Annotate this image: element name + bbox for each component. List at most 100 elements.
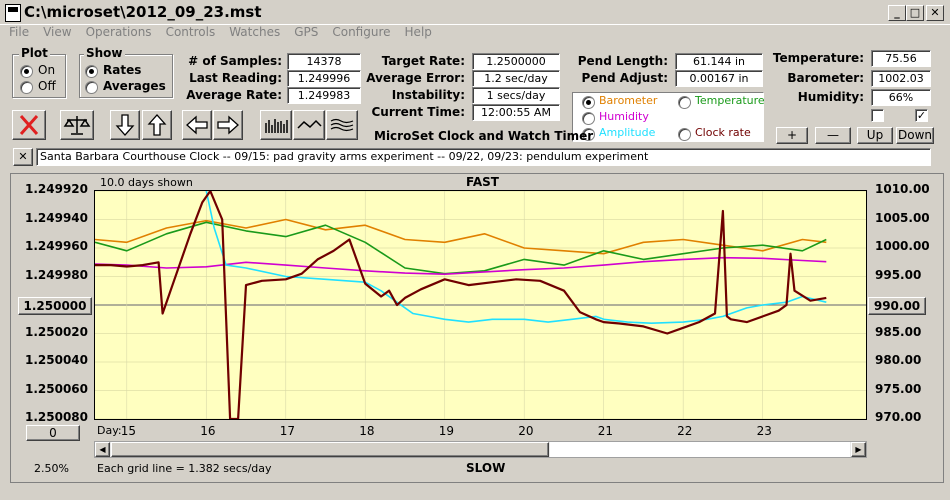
humidity-radio[interactable]: [582, 112, 595, 125]
y-tick-label: 1.249960: [24, 239, 88, 253]
scroll-track[interactable]: [550, 442, 850, 457]
menu-view[interactable]: View: [43, 25, 72, 39]
instability-value: 1 secs/day: [472, 87, 560, 104]
bar-view-button[interactable]: [260, 110, 292, 140]
chart-frame: [10, 173, 944, 483]
line-view-button[interactable]: [293, 110, 325, 140]
x-tick-label: 18: [359, 424, 375, 438]
right-arrow-button[interactable]: [213, 110, 243, 140]
up-button[interactable]: Up: [857, 127, 893, 144]
menu-help[interactable]: Help: [404, 25, 432, 39]
minimize-button[interactable]: _: [888, 5, 906, 21]
show-rates-label: Rates: [103, 63, 142, 77]
days-shown-label: 10.0 days shown: [100, 176, 193, 189]
clockrate-radio[interactable]: [678, 128, 691, 141]
x-icon: [19, 115, 39, 135]
window-title: C:\microset\2012_09_23.mst: [24, 3, 262, 21]
y-tick-label: 1.250040: [24, 353, 88, 367]
barometer-radio[interactable]: [582, 96, 595, 109]
amplitude-radio[interactable]: [582, 128, 595, 141]
description-input[interactable]: Santa Barbara Courthouse Clock -- 09/15:…: [36, 148, 931, 166]
scroll-left-icon[interactable]: ◀: [95, 442, 110, 457]
show-averages-radio[interactable]: [85, 81, 98, 94]
menu-operations[interactable]: Operations: [85, 25, 152, 39]
plot-on-label: On: [38, 63, 56, 77]
plot-on-radio[interactable]: [20, 65, 33, 78]
x-tick-label: 19: [438, 424, 454, 438]
maximize-button[interactable]: □: [906, 5, 924, 21]
app-title: MicroSet Clock and Watch Timer: [374, 129, 594, 143]
plot-off-radio[interactable]: [20, 81, 33, 94]
last-reading-value: 1.249996: [287, 70, 361, 87]
scroll-thumb[interactable]: [111, 442, 549, 457]
up-arrow-button[interactable]: [142, 110, 172, 140]
pend-length-label: Pend Length:: [577, 54, 668, 68]
offset-button[interactable]: 0: [26, 425, 80, 441]
plot-off-label: Off: [38, 79, 56, 93]
temperature-option-label: Temperature: [695, 94, 765, 107]
menu-controls[interactable]: Controls: [165, 25, 216, 39]
y-right-tick-label: 985.00: [875, 324, 922, 339]
temperature-label: Temperature:: [772, 51, 864, 65]
barometer-option-label: Barometer: [599, 94, 658, 107]
scale-icon: [63, 116, 91, 135]
close-description-button[interactable]: ✕: [13, 148, 33, 166]
x-tick-label: 22: [677, 424, 693, 438]
center-value-button[interactable]: 1.250000: [18, 297, 92, 315]
temperature-radio[interactable]: [678, 96, 691, 109]
title-bar: C:\microset\2012_09_23.mst _ □ ✕: [0, 0, 950, 25]
show-rates-radio[interactable]: [85, 65, 98, 78]
x-tick-label: 23: [756, 424, 772, 438]
target-rate-input[interactable]: 1.2500000: [472, 53, 560, 70]
average-error-value: 1.2 sec/day: [472, 70, 560, 87]
scroll-right-icon[interactable]: ▶: [851, 442, 866, 457]
pend-length-value: 61.144 in: [675, 53, 763, 70]
x-tick-label: 21: [597, 424, 613, 438]
humidity-option-label: Humidity: [599, 110, 649, 123]
temperature-value: 75.56: [871, 50, 931, 67]
instability-label: Instability:: [391, 88, 465, 102]
close-window-button[interactable]: ✕: [926, 5, 944, 21]
y-right-tick-label: 1005.00: [875, 210, 930, 225]
menu-configure[interactable]: Configure: [332, 25, 391, 39]
show-groupbox: [79, 54, 173, 98]
arrow-right-icon: [217, 115, 239, 135]
arrow-down-icon: [115, 114, 135, 136]
fast-label: FAST: [466, 175, 499, 189]
down-button[interactable]: Down: [896, 127, 934, 144]
smooth-view-button[interactable]: [326, 110, 358, 140]
series-line-rate: [95, 189, 827, 421]
grid-note: Each grid line = 1.382 secs/day: [97, 462, 272, 475]
y-tick-label: 1.250020: [24, 324, 88, 339]
humidity-value: 66%: [871, 89, 931, 106]
left-arrow-button[interactable]: [182, 110, 212, 140]
balance-button[interactable]: [60, 110, 94, 140]
show-averages-label: Averages: [103, 79, 166, 93]
samples-value: 14378: [287, 53, 361, 70]
clear-button[interactable]: [12, 110, 46, 140]
y-tick-label: 1.249980: [24, 267, 88, 282]
menu-gps[interactable]: GPS: [294, 25, 319, 39]
plus-button[interactable]: +: [776, 127, 808, 144]
current-time-label: Current Time:: [371, 105, 465, 119]
humidity-label: Humidity:: [797, 90, 864, 104]
y-tick-label: 1.249920: [24, 182, 88, 196]
average-error-label: Average Error:: [366, 71, 465, 85]
amplitude-option-label: Amplitude: [599, 126, 656, 139]
checkbox-1[interactable]: [871, 109, 884, 122]
right-center-value-button[interactable]: 990.00: [868, 297, 926, 315]
menu-file[interactable]: File: [9, 25, 30, 39]
down-arrow-button[interactable]: [110, 110, 140, 140]
checkbox-2-checked[interactable]: ✓: [915, 109, 928, 122]
x-tick-label: 16: [200, 424, 216, 438]
y-right-tick-label: 975.00: [875, 381, 922, 396]
bars-icon: [265, 119, 288, 133]
slow-label: SLOW: [466, 461, 506, 475]
menu-watches[interactable]: Watches: [229, 25, 281, 39]
horizontal-scrollbar[interactable]: ◀ ▶: [94, 441, 867, 458]
y-tick-label: 1.249940: [24, 210, 88, 225]
sensor-options-panel: [572, 92, 764, 142]
y-right-tick-label: 1000.00: [875, 239, 930, 253]
multi-wave-icon: [330, 118, 354, 132]
minus-button[interactable]: —: [815, 127, 851, 144]
